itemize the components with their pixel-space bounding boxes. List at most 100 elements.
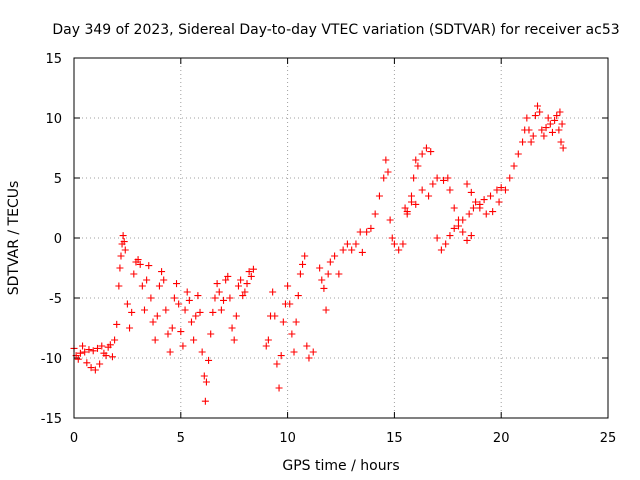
- data-point: [318, 276, 326, 284]
- data-point: [111, 336, 119, 344]
- data-point: [363, 228, 371, 236]
- data-point: [450, 224, 458, 232]
- data-point: [301, 252, 309, 260]
- data-point: [493, 186, 501, 194]
- data-point: [429, 180, 437, 188]
- data-point: [83, 359, 91, 367]
- data-point: [220, 296, 228, 304]
- data-point: [113, 320, 121, 328]
- data-point: [187, 318, 195, 326]
- data-point: [200, 372, 208, 380]
- data-point: [160, 276, 168, 284]
- data-point: [170, 294, 178, 302]
- data-point: [523, 114, 531, 122]
- data-point: [209, 308, 217, 316]
- data-point: [476, 204, 484, 212]
- data-point: [553, 112, 561, 120]
- data-point: [153, 312, 161, 320]
- data-point: [232, 312, 240, 320]
- y-axis-label: SDTVAR / TECUs: [6, 181, 22, 296]
- data-point: [155, 282, 163, 290]
- data-point: [557, 138, 565, 146]
- data-point: [226, 294, 234, 302]
- data-point: [487, 192, 495, 200]
- data-point: [166, 348, 174, 356]
- data-point: [412, 200, 420, 208]
- data-point: [322, 306, 330, 314]
- grid-lines: [74, 58, 608, 418]
- data-point: [388, 234, 396, 242]
- data-point: [395, 246, 403, 254]
- data-point: [290, 348, 298, 356]
- data-point: [228, 324, 236, 332]
- data-point: [215, 288, 223, 296]
- data-point: [437, 246, 445, 254]
- data-point: [367, 224, 375, 232]
- data-point: [531, 112, 539, 120]
- data-point: [433, 174, 441, 182]
- data-point: [179, 342, 187, 350]
- data-point: [175, 300, 183, 308]
- data-point: [444, 174, 452, 182]
- y-tick-label: -10: [41, 352, 62, 367]
- data-point: [149, 318, 157, 326]
- data-point: [158, 268, 166, 276]
- data-point: [556, 108, 564, 116]
- data-point: [459, 228, 467, 236]
- data-point: [472, 198, 480, 206]
- data-point: [371, 210, 379, 218]
- data-point: [501, 186, 509, 194]
- data-point: [196, 308, 204, 316]
- data-point: [292, 318, 300, 326]
- data-point: [85, 346, 93, 354]
- data-point: [102, 352, 110, 360]
- data-point: [106, 341, 114, 349]
- data-point: [247, 272, 255, 280]
- data-point: [237, 276, 245, 284]
- data-point: [201, 397, 209, 405]
- data-point: [399, 240, 407, 248]
- data-point: [224, 272, 232, 280]
- data-point: [401, 204, 409, 212]
- data-point: [510, 162, 518, 170]
- data-point: [467, 188, 475, 196]
- data-point: [324, 270, 332, 278]
- data-point: [143, 276, 151, 284]
- x-tick-label: 25: [600, 431, 617, 446]
- data-point: [177, 328, 185, 336]
- data-point: [386, 216, 394, 224]
- data-point: [356, 228, 364, 236]
- data-point: [380, 174, 388, 182]
- data-point: [79, 342, 87, 350]
- data-point: [548, 128, 556, 136]
- data-point: [446, 186, 454, 194]
- data-point: [375, 192, 383, 200]
- data-point: [482, 210, 490, 218]
- data-point: [241, 288, 249, 296]
- data-point: [467, 232, 475, 240]
- x-axis-label: GPS time / hours: [282, 458, 399, 474]
- data-point: [559, 144, 567, 152]
- y-tick-label: 10: [45, 112, 62, 127]
- data-point: [489, 208, 497, 216]
- data-point: [234, 282, 242, 290]
- data-point: [519, 138, 527, 146]
- data-point: [262, 342, 270, 350]
- data-point: [147, 294, 155, 302]
- data-point: [551, 116, 559, 124]
- data-point: [119, 232, 127, 240]
- data-point: [335, 270, 343, 278]
- data-point: [284, 282, 292, 290]
- data-point: [418, 150, 426, 158]
- data-point: [296, 270, 304, 278]
- data-point: [183, 288, 191, 296]
- data-point: [534, 102, 542, 110]
- x-tick-label: 10: [279, 431, 296, 446]
- data-point: [414, 162, 422, 170]
- x-tick-label: 5: [177, 431, 185, 446]
- data-point: [134, 256, 142, 264]
- data-point: [422, 144, 430, 152]
- data-point: [245, 268, 253, 276]
- data-point: [194, 292, 202, 300]
- data-point: [74, 355, 82, 363]
